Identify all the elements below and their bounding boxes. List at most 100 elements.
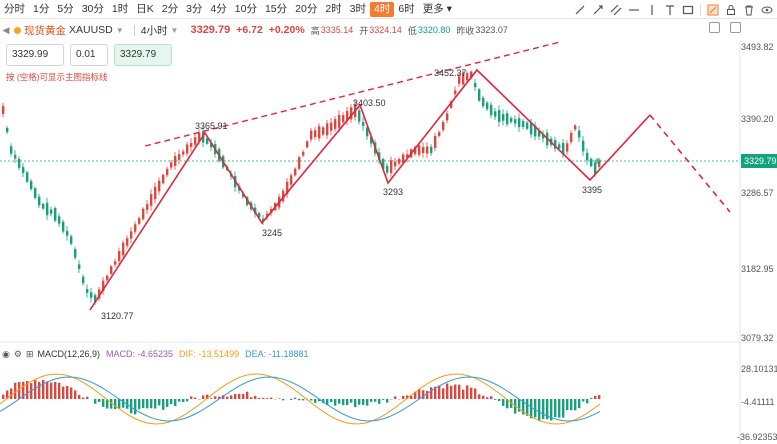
- timeframe-tab[interactable]: 5分: [57, 2, 74, 15]
- collapse-icon[interactable]: ◀: [2, 24, 10, 35]
- timeframe-tab[interactable]: 4时: [370, 1, 395, 17]
- candle-body: [486, 102, 489, 110]
- candle-body: [590, 158, 593, 167]
- price-axis-label: 3390.20: [741, 114, 774, 124]
- timeframe-tab[interactable]: 分时: [4, 2, 25, 15]
- hline-tool-icon[interactable]: [628, 4, 640, 16]
- lot-field[interactable]: 0.01: [70, 44, 108, 66]
- period-select[interactable]: 4小时: [140, 24, 168, 37]
- candle-body: [450, 101, 453, 108]
- macd-histogram-bar: [318, 399, 321, 402]
- open-label: 开: [359, 25, 369, 36]
- candle-body: [90, 292, 93, 298]
- macd-histogram-bar: [134, 399, 137, 415]
- timeframe-tab[interactable]: 15分: [264, 2, 288, 15]
- candle-body: [98, 289, 101, 299]
- lock-icon[interactable]: [725, 4, 737, 16]
- macd-histogram-bar: [38, 381, 41, 399]
- macd-histogram-bar: [174, 399, 177, 407]
- macd-histogram-bar: [282, 399, 285, 401]
- sell-price-field[interactable]: 3329.99: [6, 44, 64, 66]
- candle-body: [178, 154, 181, 160]
- add-icon[interactable]: ⊞: [25, 348, 34, 359]
- candle-body: [306, 141, 309, 148]
- macd-histogram-bar: [526, 399, 529, 416]
- macd-histogram-bar: [370, 399, 373, 402]
- macd-histogram-bar: [62, 386, 65, 399]
- settings-icon[interactable]: ⚙: [13, 348, 22, 359]
- candle-body: [370, 136, 373, 144]
- settings-icon[interactable]: [709, 22, 720, 33]
- timeframe-tab[interactable]: 1时: [111, 2, 129, 15]
- timeframe-tab[interactable]: 日K: [136, 2, 154, 15]
- timeframe-tab[interactable]: 3时: [349, 2, 367, 15]
- candle-body: [414, 147, 417, 155]
- timeframe-tab[interactable]: 2时: [325, 2, 342, 15]
- macd-title: MACD(12,26,9): [37, 349, 101, 359]
- chevron-down-icon[interactable]: ▼: [115, 25, 124, 35]
- macd-histogram-bar: [534, 399, 537, 418]
- candle-body: [174, 156, 177, 166]
- macd-histogram-bar: [346, 399, 349, 406]
- timeframe-tab[interactable]: 3分: [186, 2, 203, 15]
- drawing-tools: [574, 0, 773, 19]
- macd-histogram-bar: [426, 390, 429, 399]
- rect-tool-icon[interactable]: [682, 4, 694, 16]
- chevron-down-icon[interactable]: ▼: [170, 25, 179, 35]
- candle-body: [418, 145, 421, 155]
- macd-histogram-bar: [106, 399, 109, 409]
- symbol-name[interactable]: 现货黄金: [24, 24, 66, 37]
- macd-histogram-bar: [386, 399, 389, 403]
- macd-axis-label: -4.41111: [741, 397, 775, 407]
- candle-body: [58, 216, 61, 224]
- candle-body: [30, 181, 33, 189]
- edit-icon[interactable]: [707, 4, 719, 16]
- candle-body: [586, 152, 589, 161]
- vline-tool-icon[interactable]: [646, 4, 658, 16]
- candle-body: [494, 111, 497, 117]
- macd-histogram-bar: [158, 399, 161, 406]
- candle-body: [426, 146, 429, 154]
- macd-histogram-bar: [70, 387, 73, 399]
- candle-body: [282, 190, 285, 202]
- macd-histogram-bar: [366, 399, 369, 406]
- fib-tool-icon[interactable]: [664, 4, 676, 16]
- candle-body: [66, 230, 69, 236]
- line-tool-icon[interactable]: [574, 4, 586, 16]
- window-icon[interactable]: [730, 22, 741, 33]
- symbol-code[interactable]: XAUUSD: [69, 24, 113, 36]
- timeframe-tab[interactable]: 10分: [234, 2, 257, 15]
- macd-histogram-bar: [378, 399, 381, 404]
- delete-icon[interactable]: [743, 4, 755, 16]
- candle-body: [158, 180, 161, 192]
- macd-histogram-bar: [494, 399, 497, 400]
- ray-tool-icon[interactable]: [592, 4, 604, 16]
- candle-body: [46, 202, 49, 216]
- more-timeframes-button[interactable]: 更多 ▾: [422, 2, 452, 15]
- timeframe-tab[interactable]: 20分: [295, 2, 318, 15]
- timeframe-tab[interactable]: 30分: [81, 2, 104, 15]
- timeframe-tab[interactable]: 2分: [161, 2, 179, 15]
- timeframe-tab[interactable]: 1分: [33, 2, 50, 15]
- timeframe-tab[interactable]: 4分: [210, 2, 227, 15]
- macd-histogram-bar: [594, 396, 597, 399]
- candle-body: [438, 132, 441, 136]
- candle-body: [506, 113, 509, 125]
- parallel-tool-icon[interactable]: [610, 4, 622, 16]
- candle-body: [534, 125, 537, 137]
- quote-bar: ◀ 现货黄金 XAUUSD ▼ 4小时 ▼ 3329.79 +6.72 +0.2…: [0, 21, 508, 39]
- buy-price-field[interactable]: 3329.79: [114, 44, 172, 66]
- macd-histogram-bar: [558, 399, 561, 418]
- candle-body: [302, 151, 305, 156]
- macd-histogram-bar: [554, 399, 557, 418]
- eye-icon[interactable]: ◉: [2, 348, 10, 359]
- candle-body: [434, 136, 437, 148]
- eye-icon[interactable]: [761, 4, 773, 16]
- timeframe-tab[interactable]: 6时: [398, 2, 415, 15]
- candle-body: [562, 142, 565, 155]
- macd-histogram-bar: [362, 399, 365, 405]
- candle-body: [26, 172, 29, 182]
- candle-body: [570, 132, 573, 143]
- macd-histogram-bar: [74, 390, 77, 399]
